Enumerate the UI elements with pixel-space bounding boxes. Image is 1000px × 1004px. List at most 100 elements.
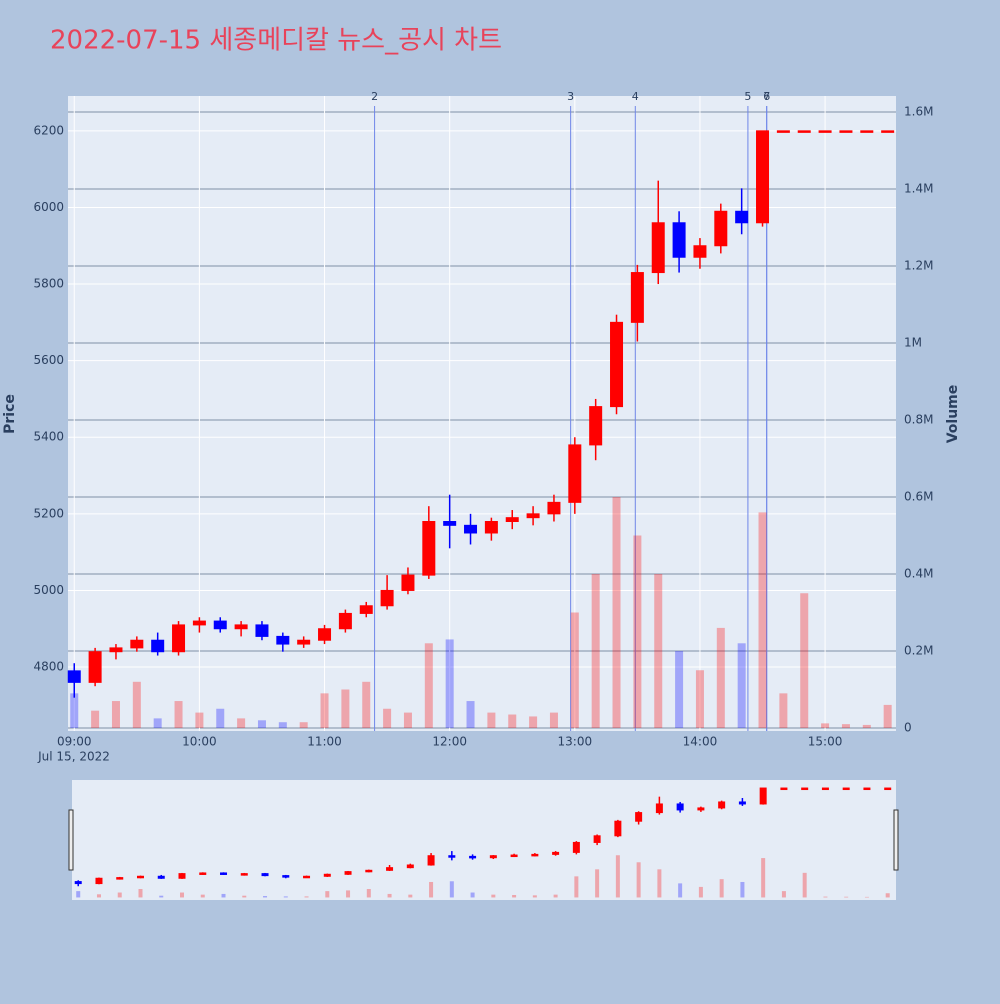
candle-body	[821, 787, 829, 791]
candle-body	[505, 517, 519, 523]
candle-body	[220, 872, 228, 875]
volume-bar	[698, 886, 703, 898]
candle-body	[547, 501, 561, 515]
volume-bar	[885, 893, 890, 898]
volume-bar	[821, 723, 830, 728]
volume-bar	[823, 896, 828, 898]
candle-body	[95, 877, 103, 885]
y2-tick-label: 0.6M	[904, 490, 933, 504]
volume-bar	[779, 693, 788, 728]
candle-body	[630, 272, 644, 323]
y-tick-label: 4800	[33, 660, 64, 674]
candle-body	[818, 130, 832, 133]
volume-bar	[174, 701, 183, 728]
range-slider[interactable]	[72, 780, 896, 900]
y2-tick-label: 0	[904, 720, 912, 734]
volume-bar	[512, 894, 517, 898]
volume-bar	[800, 593, 809, 728]
y2-axis-title: Volume	[945, 385, 961, 444]
volume-bar	[529, 716, 538, 728]
volume-bar	[466, 701, 475, 728]
candle-body	[651, 222, 665, 274]
candle-body	[860, 130, 874, 133]
candle-body	[484, 521, 498, 534]
candle-body	[359, 605, 373, 614]
y2-tick-label: 1.4M	[904, 182, 933, 196]
candle-body	[552, 851, 560, 855]
candle-body	[178, 873, 186, 879]
candle-body	[655, 803, 663, 814]
event-label: 5	[744, 90, 751, 103]
candle-body	[338, 612, 352, 630]
volume-bar	[320, 693, 329, 728]
volume-bar	[740, 881, 745, 898]
volume-bar	[491, 894, 496, 898]
candle-body	[151, 639, 165, 653]
candle-body	[801, 787, 809, 791]
volume-bar	[636, 862, 641, 898]
candle-body	[881, 130, 895, 133]
candle-body	[323, 873, 331, 877]
y-tick-label: 5400	[33, 430, 64, 444]
volume-bar	[299, 722, 308, 728]
volume-bar	[470, 892, 475, 898]
volume-bar	[362, 681, 371, 728]
event-label: 2	[371, 90, 378, 103]
candle-body	[303, 875, 311, 879]
volume-bar	[257, 720, 266, 728]
candle-body	[526, 513, 540, 519]
x-tick-label: 12:00	[432, 735, 467, 749]
candle-body	[489, 855, 497, 859]
volume-bar	[341, 689, 350, 728]
candle-body	[759, 787, 767, 805]
volume-bar	[633, 535, 642, 728]
volume-bar	[387, 893, 392, 898]
candle-body	[510, 854, 518, 858]
volume-bar	[678, 883, 683, 898]
volume-bar	[508, 714, 517, 728]
volume-bar	[283, 896, 288, 898]
volume-bar	[383, 708, 392, 728]
y-tick-label: 5800	[33, 277, 64, 291]
candle-body	[88, 651, 102, 683]
candle-body	[568, 444, 582, 503]
volume-bar	[802, 872, 807, 898]
volume-bar	[844, 896, 849, 898]
y-axis-title: Price	[2, 394, 18, 434]
candle-body	[136, 875, 144, 879]
candle-body	[255, 624, 269, 637]
event-label: 7	[763, 90, 770, 103]
candle-body	[130, 639, 144, 649]
candle-body	[199, 872, 207, 875]
slider-handle[interactable]	[68, 809, 74, 871]
y2-tick-label: 0.2M	[904, 643, 933, 657]
candle-body	[406, 864, 414, 869]
candle-body	[261, 873, 269, 877]
candle-body	[74, 881, 82, 885]
volume-bar	[719, 879, 724, 898]
candle-body	[234, 624, 248, 630]
candle-body	[172, 624, 186, 653]
volume-bar	[96, 894, 101, 898]
candle-body	[693, 245, 707, 258]
slider-handle[interactable]	[893, 809, 899, 871]
candle-body	[842, 787, 850, 791]
candle-body	[614, 820, 622, 837]
candle-body	[672, 222, 686, 258]
volume-bar	[716, 627, 725, 728]
volume-bar	[325, 891, 330, 898]
x-tick-label: 11:00	[307, 735, 342, 749]
candle-body	[318, 628, 332, 641]
volume-bar	[612, 497, 621, 728]
volume-bar	[654, 574, 663, 728]
candle-body	[589, 406, 603, 446]
volume-bar	[864, 896, 869, 898]
event-label: 4	[632, 90, 639, 103]
volume-bar	[657, 869, 662, 898]
chart-title: 2022-07-15 세종메디칼 뉴스_공시 차트	[50, 26, 502, 56]
volume-bar	[242, 895, 247, 898]
volume-bar	[278, 722, 287, 728]
volume-bar	[449, 881, 454, 898]
x-tick-label: 13:00	[558, 735, 593, 749]
